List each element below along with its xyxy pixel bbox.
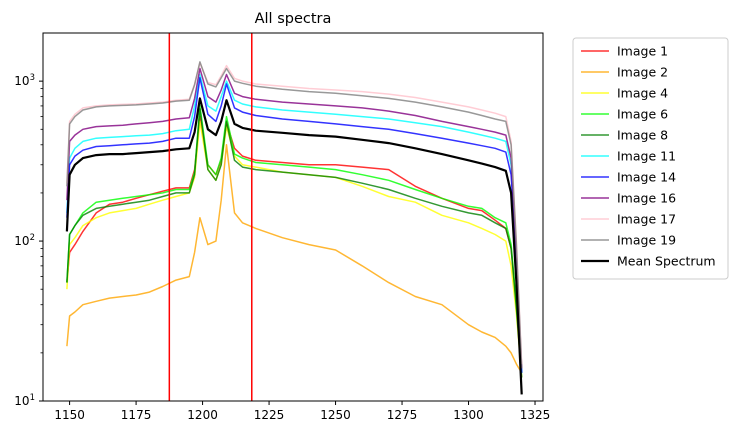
y-axis: 101 102 103	[14, 73, 43, 408]
legend-label: Image 14	[617, 170, 676, 185]
series-line-image-6	[66, 105, 523, 373]
legend-label: Image 17	[617, 212, 676, 227]
y-tick-label: 102	[14, 233, 35, 248]
x-tick-label: 1300	[453, 408, 484, 422]
series-line-image-11	[66, 73, 523, 373]
x-axis: 1150 1175 1200 1225 1250 1275 1300 1325	[54, 401, 550, 422]
series-line-image-17	[66, 62, 523, 365]
legend-label: Image 8	[617, 128, 668, 143]
series-line-image-2	[66, 144, 523, 374]
vline-layer	[168, 33, 253, 401]
legend-label: Image 11	[617, 149, 676, 164]
x-tick-label: 1175	[121, 408, 152, 422]
legend-label: Image 6	[617, 107, 668, 122]
plot-frame	[42, 32, 544, 402]
legend-label: Mean Spectrum	[617, 254, 716, 269]
series-line-image-4	[66, 120, 523, 378]
legend-label: Image 4	[617, 86, 668, 101]
x-tick-label: 1275	[387, 408, 418, 422]
series-line-image-19	[66, 61, 523, 369]
x-tick-label: 1250	[320, 408, 351, 422]
chart-title: All spectra	[255, 11, 332, 27]
legend-label: Image 16	[617, 191, 676, 206]
legend-box	[572, 37, 729, 280]
series-line-image-14	[66, 77, 523, 373]
legend-label: Image 19	[617, 233, 676, 248]
legend-label: Image 2	[617, 65, 668, 80]
x-tick-label: 1325	[520, 408, 551, 422]
legend: Image 1 Image 2 Image 4 Image 6 Image 8 Image…	[572, 37, 729, 280]
series-line-image-8	[66, 108, 523, 378]
x-tick-label: 1200	[187, 408, 218, 422]
legend-label: Image 1	[617, 44, 668, 59]
x-tick-label: 1150	[54, 408, 85, 422]
x-tick-label: 1225	[254, 408, 285, 422]
series-line-image-1	[66, 115, 523, 373]
y-tick-label: 101	[14, 393, 35, 408]
y-tick-label: 103	[14, 73, 35, 88]
series-layer	[65, 61, 523, 395]
series-line-image-16	[66, 67, 523, 369]
series-line-mean-spectrum	[65, 97, 523, 395]
